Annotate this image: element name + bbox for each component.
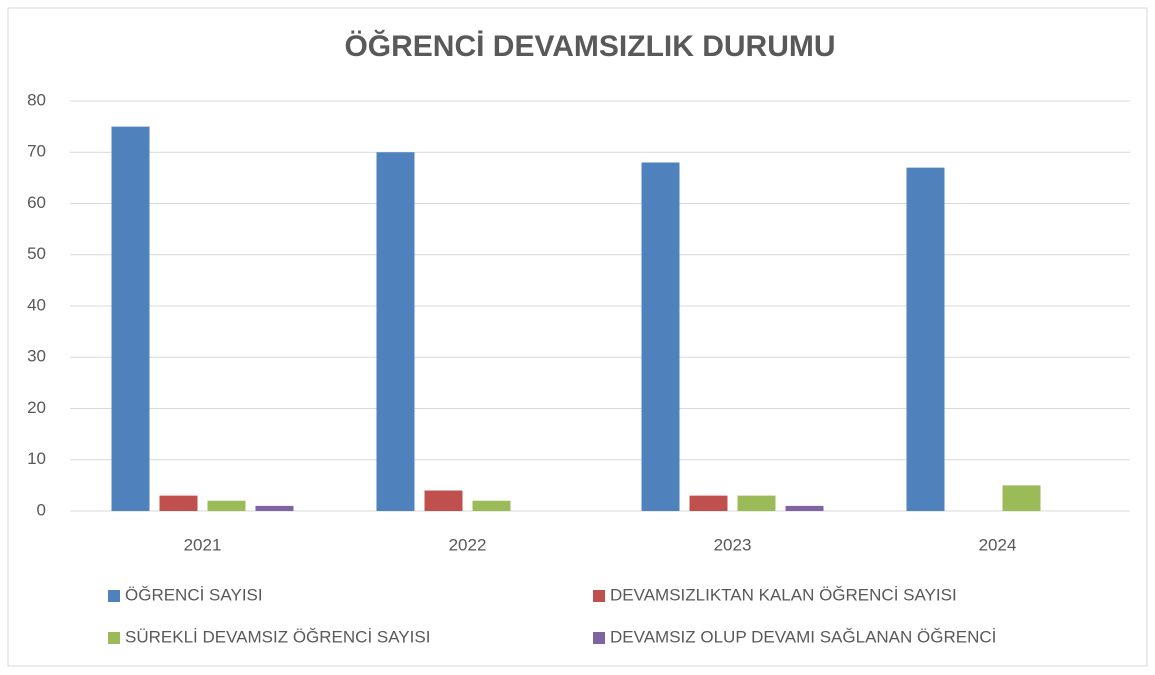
y-tick-label: 0 xyxy=(37,500,46,519)
x-tick-label: 2023 xyxy=(714,535,752,554)
bar xyxy=(207,500,246,511)
bar xyxy=(737,495,776,511)
legend-swatch xyxy=(593,590,605,602)
bar xyxy=(1002,485,1041,511)
bar xyxy=(255,505,294,511)
bar xyxy=(159,495,198,511)
bar xyxy=(472,500,511,511)
y-tick-label: 60 xyxy=(27,193,46,212)
bar xyxy=(689,495,728,511)
x-tick-label: 2024 xyxy=(979,535,1017,554)
legend-label: ÖĞRENCİ SAYISI xyxy=(125,585,263,604)
y-tick-label: 40 xyxy=(27,295,46,314)
chart-border xyxy=(7,7,1148,667)
y-tick-label: 10 xyxy=(27,449,46,468)
chart-title: ÖĞRENCİ DEVAMSIZLIK DURUMU xyxy=(344,29,835,63)
legend-swatch xyxy=(108,632,120,644)
x-tick-label: 2021 xyxy=(184,535,222,554)
bar xyxy=(785,505,824,511)
bar xyxy=(111,126,150,511)
bar xyxy=(376,152,415,511)
legend-label: DEVAMSIZ OLUP DEVAMI SAĞLANAN ÖĞRENCİ xyxy=(610,627,996,646)
legend-label: DEVAMSIZLIKTAN KALAN ÖĞRENCİ SAYISI xyxy=(610,585,957,604)
y-tick-label: 50 xyxy=(27,244,46,263)
y-tick-label: 70 xyxy=(27,142,46,161)
legend-swatch xyxy=(108,590,120,602)
y-tick-label: 30 xyxy=(27,347,46,366)
bar xyxy=(641,162,680,511)
legend-label: SÜREKLİ DEVAMSIZ ÖĞRENCİ SAYISI xyxy=(125,627,430,646)
bar xyxy=(424,490,463,511)
legend-swatch xyxy=(593,632,605,644)
x-tick-label: 2022 xyxy=(449,535,487,554)
y-tick-label: 20 xyxy=(27,398,46,417)
y-tick-label: 80 xyxy=(27,90,46,109)
bar xyxy=(906,167,945,511)
